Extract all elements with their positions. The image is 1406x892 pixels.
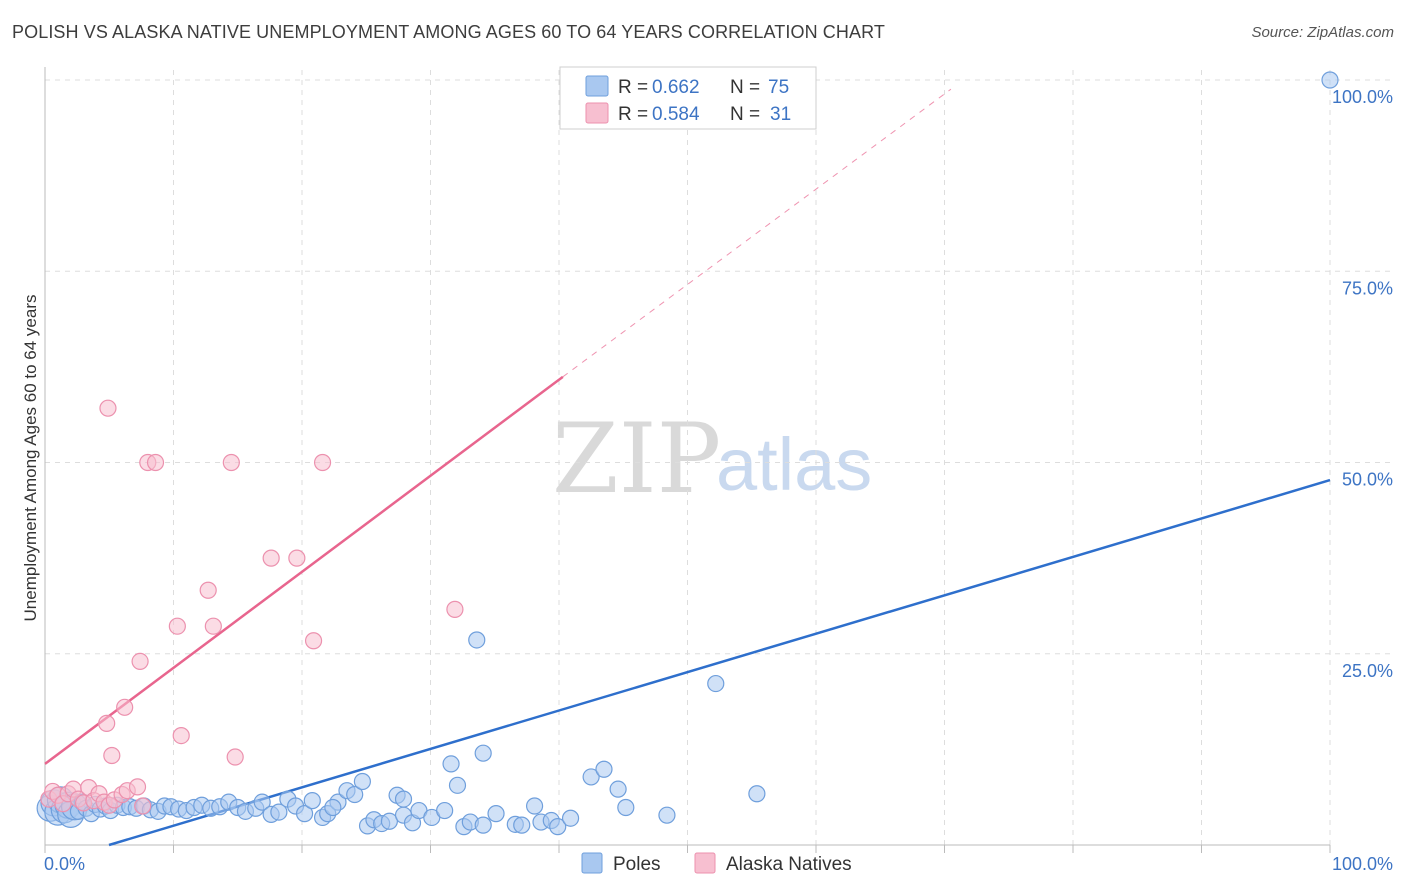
- alaska-natives-point-29: [222, 453, 240, 472]
- poles-point-40: [295, 805, 314, 823]
- legend-r-value-alaska-natives: 0.584: [652, 104, 700, 125]
- chart-title: POLISH VS ALASKA NATIVE UNEMPLOYMENT AMO…: [12, 22, 885, 42]
- x-tick-label-1: 100.0%: [1332, 854, 1393, 874]
- alaska-natives-point-21: [131, 652, 149, 671]
- legend: R = 0.662 N = 75 R = 0.584 N = 31: [559, 66, 817, 130]
- alaska-natives-point-18: [98, 714, 116, 732]
- poles-point-79: [468, 631, 486, 649]
- poles-point-71: [582, 768, 600, 786]
- poles-point-57: [436, 801, 454, 820]
- poles-point-51: [380, 812, 398, 830]
- poles-point-37: [270, 803, 288, 821]
- legend-r-value-poles: 0.662: [652, 77, 700, 98]
- alaska-natives-trend-extension: [562, 88, 952, 378]
- alaska-natives-point-16: [128, 778, 147, 796]
- poles-point-78: [1321, 71, 1339, 89]
- y-tick-label-0: 100.0%: [1332, 87, 1393, 107]
- legend-n-value-poles: 75: [768, 77, 789, 98]
- legend-n-label-alaska-natives: N =: [730, 104, 760, 125]
- poles-point-81: [394, 790, 413, 808]
- alaska-natives-point-25: [168, 617, 186, 635]
- alaska-natives-point-22: [99, 399, 117, 417]
- alaska-natives-point-19: [103, 746, 121, 765]
- trend-lines: [44, 88, 1331, 847]
- alaska-natives-point-34: [313, 453, 332, 472]
- poles-point-62: [474, 816, 492, 834]
- legend-swatch-poles: [585, 75, 609, 97]
- legend-r-label-poles: R =: [618, 77, 648, 98]
- alaska-natives-point-26: [172, 727, 190, 745]
- bottom-legend-swatch-poles: [581, 852, 603, 874]
- scatter-points: [36, 71, 1339, 836]
- x-tick-label-0: 0.0%: [44, 854, 85, 874]
- poles-point-73: [609, 780, 627, 798]
- poles-point-69: [549, 818, 567, 836]
- poles-point-82: [324, 798, 342, 817]
- alaska-natives-point-35: [446, 600, 464, 618]
- alaska-natives-point-27: [199, 581, 217, 599]
- poles-point-47: [353, 772, 371, 791]
- alaska-natives-point-30: [226, 748, 244, 766]
- poles-point-58: [442, 755, 460, 773]
- alaska-natives-point-24: [146, 453, 165, 472]
- poles-point-59: [448, 776, 467, 794]
- watermark-atlas: atlas: [716, 423, 872, 506]
- poles-point-72: [595, 760, 613, 778]
- y-tick-label-3: 25.0%: [1342, 661, 1393, 681]
- alaska-natives-point-28: [204, 617, 222, 635]
- tick-labels: 100.0% 75.0% 50.0% 25.0% 0.0% 100.0%: [44, 87, 1393, 874]
- watermark: ZIP atlas: [552, 403, 872, 515]
- source-label: Source: ZipAtlas.com: [1251, 24, 1394, 41]
- watermark-zip: ZIP: [552, 403, 721, 515]
- legend-n-label-poles: N =: [730, 77, 760, 98]
- alaska-natives-point-20: [116, 698, 134, 716]
- bottom-legend-label-alaska-natives: Alaska Natives: [726, 854, 852, 875]
- axes: [44, 67, 1331, 853]
- poles-point-66: [525, 797, 544, 815]
- bottom-legend-label-poles: Poles: [613, 854, 661, 875]
- y-tick-label-2: 50.0%: [1342, 470, 1393, 490]
- poles-point-80: [474, 744, 492, 762]
- alaska-natives-point-32: [288, 549, 306, 567]
- alaska-natives-trend-line: [44, 375, 564, 765]
- legend-r-label-alaska-natives: R =: [618, 104, 648, 125]
- poles-point-41: [303, 792, 321, 810]
- legend-swatch-alaska-natives: [585, 102, 609, 124]
- alaska-natives-point-17: [134, 797, 152, 815]
- legend-n-value-alaska-natives: 31: [770, 104, 791, 125]
- poles-point-77: [748, 785, 766, 803]
- poles-point-63: [487, 805, 505, 823]
- alaska-natives-point-31: [262, 549, 280, 567]
- poles-point-65: [513, 816, 531, 834]
- poles-point-74: [617, 798, 635, 817]
- bottom-legend: Poles Alaska Natives: [581, 852, 852, 875]
- poles-trend-line: [108, 478, 1331, 847]
- poles-point-75: [658, 806, 676, 824]
- alaska-natives-point-33: [304, 632, 323, 650]
- bottom-legend-swatch-alaska-natives: [694, 852, 716, 874]
- y-tick-label-1: 75.0%: [1342, 278, 1393, 298]
- y-axis-label: Unemployment Among Ages 60 to 64 years: [21, 295, 40, 622]
- poles-point-70: [561, 809, 580, 827]
- poles-point-76: [707, 674, 725, 693]
- poles-point-35: [253, 793, 271, 811]
- poles-point-46: [346, 785, 364, 804]
